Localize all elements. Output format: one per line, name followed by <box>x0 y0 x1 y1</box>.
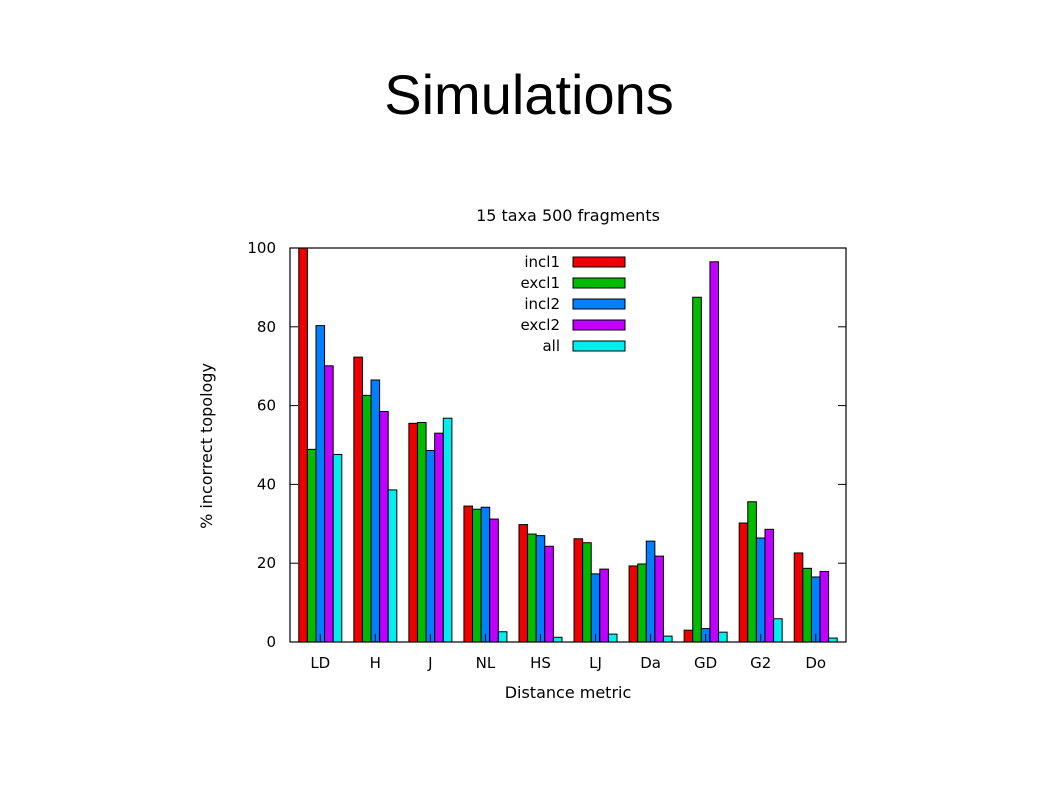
x-axis: LD H J NL HS LJ Da GD G2 Do <box>310 634 826 672</box>
legend: incl1 excl1 incl2 excl2 all <box>520 253 626 355</box>
bar-incl2-Do <box>810 576 821 643</box>
legend-label: excl2 <box>520 316 560 334</box>
legend-label: excl1 <box>520 274 560 292</box>
bar-excl1-Da <box>637 563 647 643</box>
bar-excl2-NL <box>489 518 499 643</box>
bar-all-NL <box>497 631 508 643</box>
bar-excl2-Da <box>654 555 664 643</box>
x-tick-label: J <box>427 654 432 672</box>
x-tick-label: H <box>370 654 381 672</box>
bar-excl1-G2 <box>747 501 757 643</box>
legend-swatch <box>572 319 626 331</box>
bar-incl1-J <box>408 422 418 643</box>
bar-excl2-Do <box>819 570 830 643</box>
bar-excl1-Do <box>802 567 812 643</box>
bar-all-J <box>442 417 453 643</box>
bar-incl1-LJ <box>573 538 584 643</box>
bar-incl1-Do <box>793 552 804 643</box>
bar-excl1-H <box>361 394 372 643</box>
bar-excl1-LD <box>306 448 317 643</box>
bar-incl1-G2 <box>738 522 749 643</box>
bar-excl1-HS <box>527 533 537 643</box>
bar-excl2-GD <box>709 261 720 643</box>
x-tick-label: LJ <box>589 654 602 672</box>
bar-incl2-J <box>425 450 436 643</box>
bar-all-LJ <box>607 633 618 643</box>
bar-excl1-NL <box>472 508 482 643</box>
bar-excl2-LD <box>324 365 334 643</box>
bar-incl1-GD <box>683 629 694 643</box>
bar-incl2-LD <box>315 325 326 643</box>
bar-excl2-HS <box>544 545 554 643</box>
chart-title: 15 taxa 500 fragments <box>476 206 660 225</box>
x-tick-label: HS <box>530 654 551 672</box>
legend-swatch <box>572 256 626 268</box>
bar-all-LD <box>332 453 343 643</box>
bar-excl2-LJ <box>599 568 609 643</box>
y-axis: 0 20 40 60 80 100 <box>247 239 846 651</box>
y-tick-label: 80 <box>257 318 276 336</box>
bar-incl2-HS <box>535 535 546 643</box>
bar-incl1-H <box>353 356 363 643</box>
bar-incl2-G2 <box>755 537 766 643</box>
bar-excl2-G2 <box>764 528 775 643</box>
y-tick-label: 60 <box>257 397 276 415</box>
bar-excl1-GD <box>692 296 702 643</box>
legend-label: all <box>542 337 560 355</box>
x-tick-label: G2 <box>750 654 771 672</box>
y-tick-label: 0 <box>266 633 276 651</box>
y-tick-label: 20 <box>257 554 276 572</box>
bar-incl2-Da <box>645 540 656 643</box>
bar-incl2-NL <box>480 506 491 643</box>
bar-incl1-HS <box>518 524 529 643</box>
bar-all-Da <box>662 635 673 643</box>
legend-label: incl2 <box>524 295 560 313</box>
bar-excl2-H <box>379 411 389 643</box>
bar-excl1-LJ <box>582 542 592 643</box>
y-tick-label: 100 <box>247 239 276 257</box>
bar-excl1-J <box>416 422 427 643</box>
bar-all-G2 <box>773 618 783 643</box>
bar-incl1-Da <box>628 565 639 643</box>
bar-incl2-LJ <box>590 573 601 643</box>
legend-swatch <box>572 340 626 352</box>
x-tick-label: NL <box>476 654 496 672</box>
bar-incl2-H <box>370 379 381 643</box>
x-tick-label: LD <box>310 654 330 672</box>
bar-all-HS <box>552 636 563 643</box>
slide-title: Simulations <box>384 63 674 126</box>
y-tick-label: 40 <box>257 475 276 493</box>
bar-incl1-NL <box>463 505 474 643</box>
bars-layer <box>298 247 838 643</box>
y-axis-label: % incorrect topology <box>197 363 216 529</box>
legend-label: incl1 <box>524 253 560 271</box>
x-axis-label: Distance metric <box>505 683 632 702</box>
bar-incl1-LD <box>298 247 308 643</box>
legend-swatch <box>572 298 626 310</box>
x-tick-label: Da <box>640 654 661 672</box>
x-tick-label: Do <box>805 654 826 672</box>
legend-swatch <box>572 277 626 289</box>
bar-excl2-J <box>434 432 444 643</box>
plot-frame <box>289 247 847 643</box>
bar-all-GD <box>718 631 728 643</box>
x-tick-label: GD <box>694 654 717 672</box>
bar-all-H <box>387 489 398 643</box>
